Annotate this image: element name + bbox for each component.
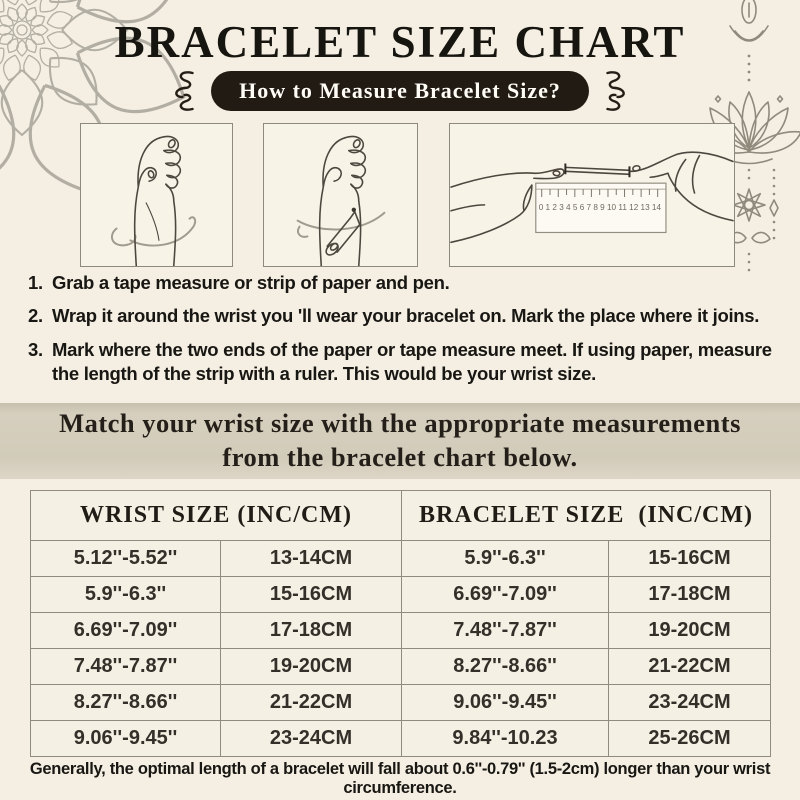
instruction-text: Wrap it around the wrist you 'll wear yo… (52, 305, 760, 327)
wrist-cm-cell: 13-14CM (220, 540, 402, 577)
badge-row: How to Measure Bracelet Size? (0, 68, 800, 114)
step2-figure (263, 123, 418, 267)
wrist-inch-cell: 9.06''-9.45'' (30, 720, 221, 757)
banner-line1: Match your wrist size with the appropria… (59, 408, 741, 439)
instruction-text: Grab a tape measure or strip of paper an… (52, 272, 450, 293)
wrist-cm-cell: 15-16CM (220, 576, 402, 613)
instruction-number: 3. (28, 338, 43, 360)
banner-line2: from the bracelet chart below. (222, 442, 578, 472)
table-header-row: WRIST SIZE (INC/CM) BRACELET SIZE (INC/C… (30, 490, 771, 541)
instruction-item: 2. Wrap it around the wrist you 'll wear… (28, 304, 784, 328)
table-row: 6.69''-7.09'' 17-18CM 7.48''-7.87'' 19-2… (30, 612, 771, 649)
wrist-inch-cell: 5.12''-5.52'' (30, 540, 221, 577)
table-row: 5.12''-5.52'' 13-14CM 5.9''-6.3'' 15-16C… (30, 540, 771, 577)
instructions-list: 1. Grab a tape measure or strip of paper… (28, 271, 784, 396)
how-to-measure-badge: How to Measure Bracelet Size? (211, 71, 589, 111)
page-title: BRACELET SIZE CHART (114, 17, 686, 67)
bracelet-cm-cell: 23-24CM (608, 684, 771, 721)
bracelet-cm-cell: 19-20CM (608, 612, 771, 649)
wrist-cm-cell: 19-20CM (220, 648, 402, 685)
instruction-number: 2. (28, 305, 43, 327)
step1-figure (80, 123, 233, 267)
hands-with-ruler-icon: 0 1 2 3 4 5 6 7 8 9 10 11 12 13 14 (450, 151, 734, 244)
instruction-item: 3. Mark where the two ends of the paper … (28, 338, 784, 387)
step3-figure: 0 1 2 3 4 5 6 7 8 9 10 11 12 13 14 (449, 123, 735, 267)
instruction-text: Mark where the two ends of the paper or … (52, 338, 772, 385)
ruler-numbers: 0 1 2 3 4 5 6 7 8 9 10 11 12 13 14 (539, 203, 662, 212)
wrist-size-header: WRIST SIZE (INC/CM) (30, 490, 402, 541)
bracelet-inch-cell: 7.48''-7.87'' (401, 612, 609, 649)
bracelet-cm-cell: 17-18CM (608, 576, 771, 613)
match-banner: Match your wrist size with the appropria… (0, 403, 800, 479)
instruction-item: 1. Grab a tape measure or strip of paper… (28, 271, 784, 295)
wrist-inch-cell: 6.69''-7.09'' (30, 612, 221, 649)
footer-note: Generally, the optimal length of a brace… (29, 760, 771, 797)
hand-with-pen-icon (296, 135, 386, 266)
bracelet-inch-cell: 6.69''-7.09'' (401, 576, 609, 613)
bracelet-inch-cell: 9.84''-10.23 (401, 720, 609, 757)
bracelet-cm-cell: 25-26CM (608, 720, 771, 757)
size-table: WRIST SIZE (INC/CM) BRACELET SIZE (INC/C… (30, 490, 771, 757)
bracelet-inch-cell: 9.06''-9.45'' (401, 684, 609, 721)
table-row: 8.27''-8.66'' 21-22CM 9.06''-9.45'' 23-2… (30, 684, 771, 721)
curly-flourish-icon (175, 71, 194, 111)
curly-flourish-icon (606, 71, 625, 111)
table-row: 5.9''-6.3'' 15-16CM 6.69''-7.09'' 17-18C… (30, 576, 771, 613)
wrist-inch-cell: 8.27''-8.66'' (30, 684, 221, 721)
hand-with-tape-icon (110, 135, 197, 266)
bracelet-size-header: BRACELET SIZE (INC/CM) (401, 490, 771, 541)
wrist-inch-cell: 7.48''-7.87'' (30, 648, 221, 685)
table-row: 9.06''-9.45'' 23-24CM 9.84''-10.23 25-26… (30, 720, 771, 757)
bracelet-cm-cell: 15-16CM (608, 540, 771, 577)
wrist-cm-cell: 23-24CM (220, 720, 402, 757)
wrist-cm-cell: 21-22CM (220, 684, 402, 721)
wrist-cm-cell: 17-18CM (220, 612, 402, 649)
bracelet-cm-cell: 21-22CM (608, 648, 771, 685)
table-row: 7.48''-7.87'' 19-20CM 8.27''-8.66'' 21-2… (30, 648, 771, 685)
instruction-number: 1. (28, 272, 43, 293)
bracelet-inch-cell: 5.9''-6.3'' (401, 540, 609, 577)
bracelet-inch-cell: 8.27''-8.66'' (401, 648, 609, 685)
wrist-inch-cell: 5.9''-6.3'' (30, 576, 221, 613)
